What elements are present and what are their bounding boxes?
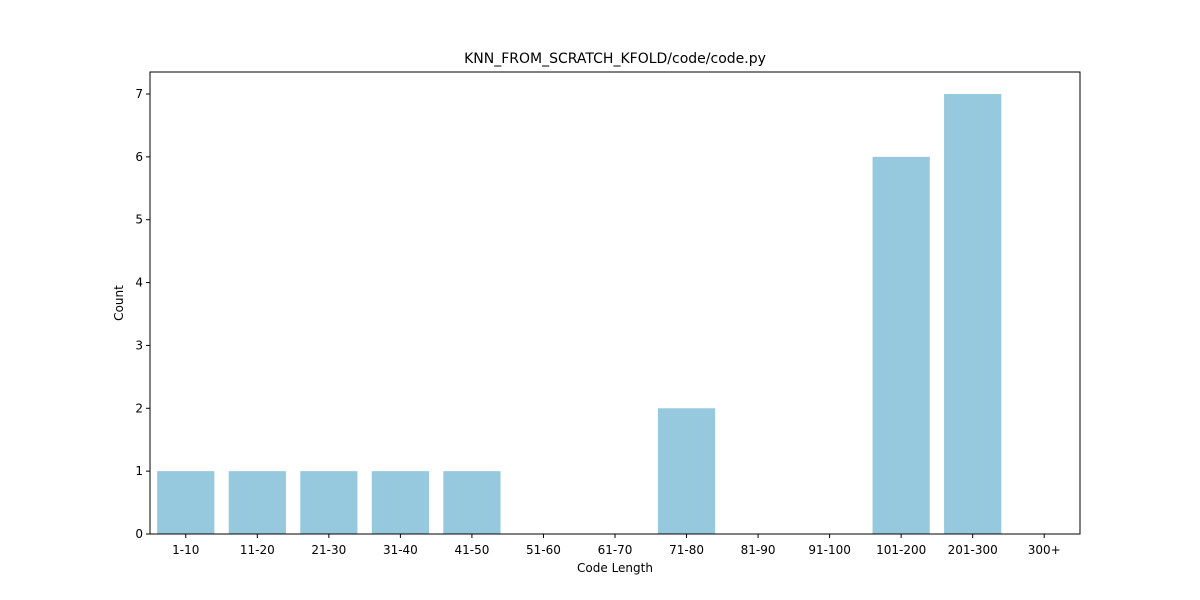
- x-tick-label: 300+: [1028, 543, 1061, 557]
- bar-41-50: [443, 471, 501, 534]
- x-axis: 1-10 11-20 21-30 31-40 41-50 51-60 61-70 71-80 8…: [172, 534, 1061, 557]
- x-tick-label: 51-60: [526, 543, 561, 557]
- x-tick-label: 11-20: [240, 543, 275, 557]
- plot-frame: [149, 71, 1081, 535]
- chart-title: KNN_FROM_SCRATCH_KFOLD/code/code.py: [464, 51, 766, 67]
- x-tick-label: 61-70: [598, 543, 633, 557]
- y-tick-label: 3: [135, 338, 143, 352]
- y-tick-label: 5: [135, 213, 143, 227]
- x-axis-label: Code Length: [577, 561, 653, 575]
- x-tick-label: 91-100: [808, 543, 851, 557]
- y-tick-label: 0: [135, 527, 143, 541]
- bar-11-20: [228, 471, 286, 534]
- bar-31-40: [371, 471, 429, 534]
- y-axis-label: Count: [112, 285, 126, 321]
- y-tick-label: 2: [135, 401, 143, 415]
- x-tick-label: 201-300: [948, 543, 998, 557]
- y-tick-label: 6: [135, 150, 143, 164]
- bar-71-80: [657, 408, 716, 534]
- x-tick-label: 1-10: [172, 543, 199, 557]
- x-tick-label: 31-40: [383, 543, 418, 557]
- y-tick-label: 1: [135, 464, 143, 478]
- bars-group: [157, 94, 1002, 534]
- x-tick-label: 21-30: [311, 543, 346, 557]
- x-tick-label: 81-90: [741, 543, 776, 557]
- x-tick-label: 71-80: [669, 543, 704, 557]
- bar-101-200: [872, 156, 930, 534]
- y-tick-label: 4: [135, 276, 143, 290]
- y-tick-label: 7: [135, 87, 143, 101]
- y-axis: 0 1 2 3 4 5 6 7: [135, 87, 150, 541]
- bar-1-10: [157, 471, 215, 534]
- x-tick-label: 41-50: [454, 543, 489, 557]
- bar-201-300: [944, 94, 1002, 534]
- bar-21-30: [300, 471, 358, 534]
- x-tick-label: 101-200: [876, 543, 926, 557]
